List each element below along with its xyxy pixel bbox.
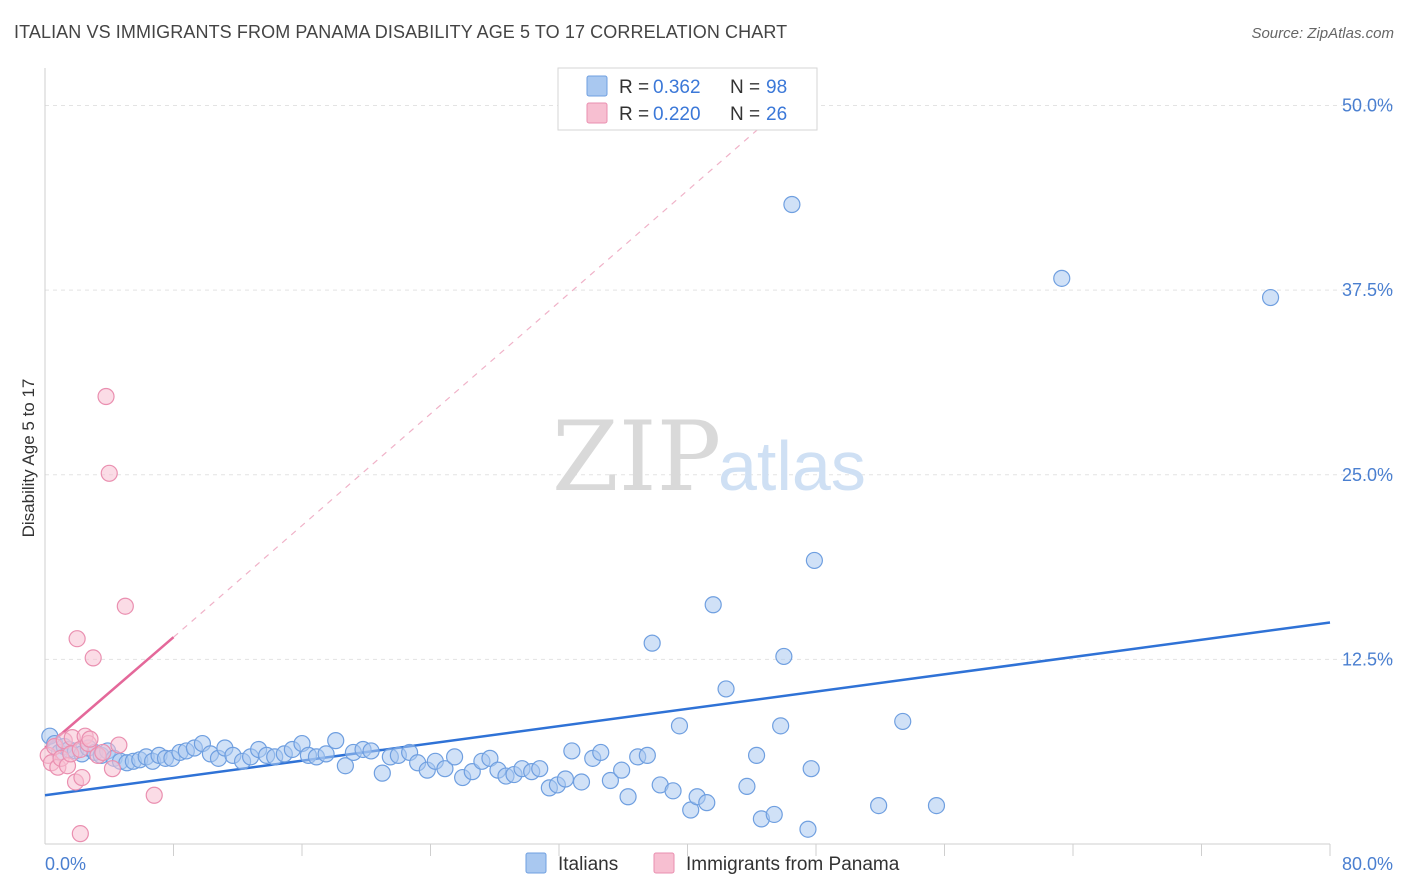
x-tick-label-max: 80.0% [1342, 854, 1393, 874]
y-tick-label-0: 12.5% [1342, 649, 1393, 669]
bottom-legend-swatch-panama [653, 852, 675, 874]
point-italians-99 [1261, 288, 1280, 307]
point-italians-76 [643, 634, 661, 652]
point-italians-40 [327, 732, 345, 750]
y-tick-label-3: 50.0% [1342, 96, 1393, 116]
point-italians-45 [373, 764, 391, 782]
bottom-legend-italians: Italians [558, 854, 618, 875]
point-italians-78 [664, 782, 682, 800]
trend-lines [44, 127, 1331, 797]
legend-r-value-italians: 0.362 [653, 77, 701, 98]
legend-r-value-panama: 0.220 [653, 104, 701, 125]
point-italians-98 [1053, 269, 1071, 287]
point-italians-95 [870, 796, 888, 815]
point-panama-25 [145, 786, 163, 804]
legend-r-label-italians: R = [619, 77, 649, 98]
point-italians-84 [717, 680, 735, 698]
point-italians-86 [747, 746, 766, 764]
watermark-atlas: atlas [718, 427, 866, 505]
point-italians-88 [765, 805, 783, 824]
legend-swatch-italians [586, 75, 608, 97]
point-italians-73 [619, 788, 637, 806]
point-italians-92 [799, 820, 817, 838]
legend-n-value-panama: 26 [766, 104, 787, 125]
watermark-zip: ZIP [552, 401, 721, 513]
point-italians-93 [802, 760, 820, 778]
point-italians-66 [556, 770, 575, 788]
point-italians-70 [592, 743, 610, 762]
x-tick-label-min: 0.0% [45, 854, 86, 874]
point-panama-16 [71, 825, 89, 843]
point-italians-57 [481, 749, 499, 767]
point-italians-97 [927, 796, 946, 815]
bottom-legend-swatch-italians [525, 852, 547, 874]
point-panama-21 [100, 464, 118, 482]
y-axis-label: Disability Age 5 to 17 [19, 379, 38, 538]
point-panama-23 [110, 736, 128, 754]
point-italians-39 [317, 745, 335, 763]
chart-source: Source: ZipAtlas.com [1251, 25, 1394, 42]
point-panama-24 [116, 597, 134, 615]
point-italians-96 [894, 712, 912, 731]
point-italians-82 [698, 794, 716, 812]
bottom-legend: Italians Immigrants from Panama [525, 852, 900, 875]
point-italians-90 [775, 647, 793, 666]
point-italians-83 [704, 596, 722, 614]
legend-swatch-panama [586, 102, 608, 124]
point-panama-12 [73, 768, 91, 787]
trend-line-panama-extended [173, 127, 761, 638]
y-tick-label-2: 37.5% [1342, 280, 1393, 300]
point-italians-75 [638, 746, 656, 764]
point-italians-44 [362, 742, 380, 760]
legend-r-label-panama: R = [619, 104, 649, 125]
point-italians-71 [601, 771, 620, 790]
point-italians-53 [445, 748, 464, 766]
bottom-legend-panama: Immigrants from Panama [686, 854, 900, 875]
point-panama-22 [103, 760, 122, 778]
data-points [39, 195, 1280, 843]
point-italians-63 [531, 760, 549, 778]
legend-n-label-italians: N = [730, 77, 760, 98]
point-italians-41 [336, 757, 354, 775]
point-italians-89 [772, 717, 790, 735]
legend-n-label-panama: N = [730, 104, 760, 125]
point-panama-10 [68, 630, 86, 648]
point-italians-94 [805, 551, 823, 570]
point-italians-72 [613, 761, 631, 779]
point-panama-15 [81, 730, 99, 748]
point-italians-67 [563, 742, 581, 760]
point-italians-68 [572, 773, 591, 791]
trend-line-panama [44, 636, 175, 749]
point-italians-85 [738, 777, 756, 796]
legend: R = 0.362 N = 98 R = 0.220 N = 26 [557, 67, 818, 131]
point-panama-20 [97, 387, 115, 406]
point-italians-79 [670, 717, 689, 735]
y-tick-label-1: 25.0% [1342, 465, 1393, 485]
legend-n-value-italians: 98 [766, 77, 787, 98]
point-italians-91 [783, 195, 801, 214]
trend-line-italians [44, 621, 1331, 797]
y-tick-labels: 12.5% 25.0% 37.5% 50.0% [1342, 96, 1393, 670]
point-panama-17 [84, 649, 102, 667]
chart-title: ITALIAN VS IMMIGRANTS FROM PANAMA DISABI… [14, 22, 788, 42]
point-panama-19 [94, 743, 112, 762]
point-italians-52 [436, 760, 454, 778]
